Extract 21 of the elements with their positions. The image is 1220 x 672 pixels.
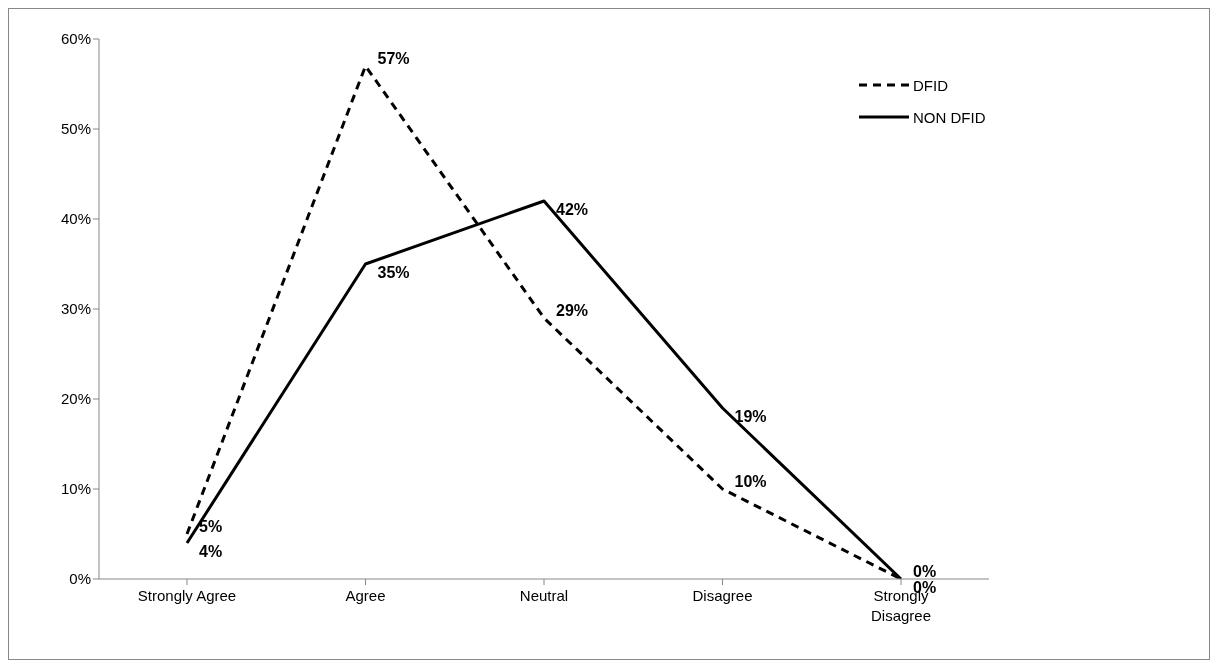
data-label: 35% xyxy=(377,264,410,281)
y-tick-label: 30% xyxy=(60,300,91,318)
x-tick-label: Agree xyxy=(345,587,386,604)
y-tick-label: 40% xyxy=(60,210,91,228)
data-label: 57% xyxy=(377,50,410,67)
legend-label: DFID xyxy=(913,76,948,94)
x-tick-label: Disagree xyxy=(692,587,753,604)
legend-label: NON DFID xyxy=(913,108,986,126)
data-label: 29% xyxy=(556,302,589,319)
x-tick-label: Neutral xyxy=(519,587,569,604)
y-tick-label: 20% xyxy=(60,390,91,408)
data-label: 42% xyxy=(556,201,589,218)
data-label: 0% xyxy=(913,563,937,580)
data-label: 4% xyxy=(199,543,223,560)
y-tick-label: 0% xyxy=(69,570,91,588)
x-tick-label: Strongly Agree xyxy=(137,587,237,604)
y-tick-label: 50% xyxy=(60,120,91,138)
data-label: 10% xyxy=(734,473,767,490)
y-tick-label: 10% xyxy=(60,480,91,498)
y-tick-label: 60% xyxy=(60,30,91,48)
data-label: 19% xyxy=(734,408,767,425)
